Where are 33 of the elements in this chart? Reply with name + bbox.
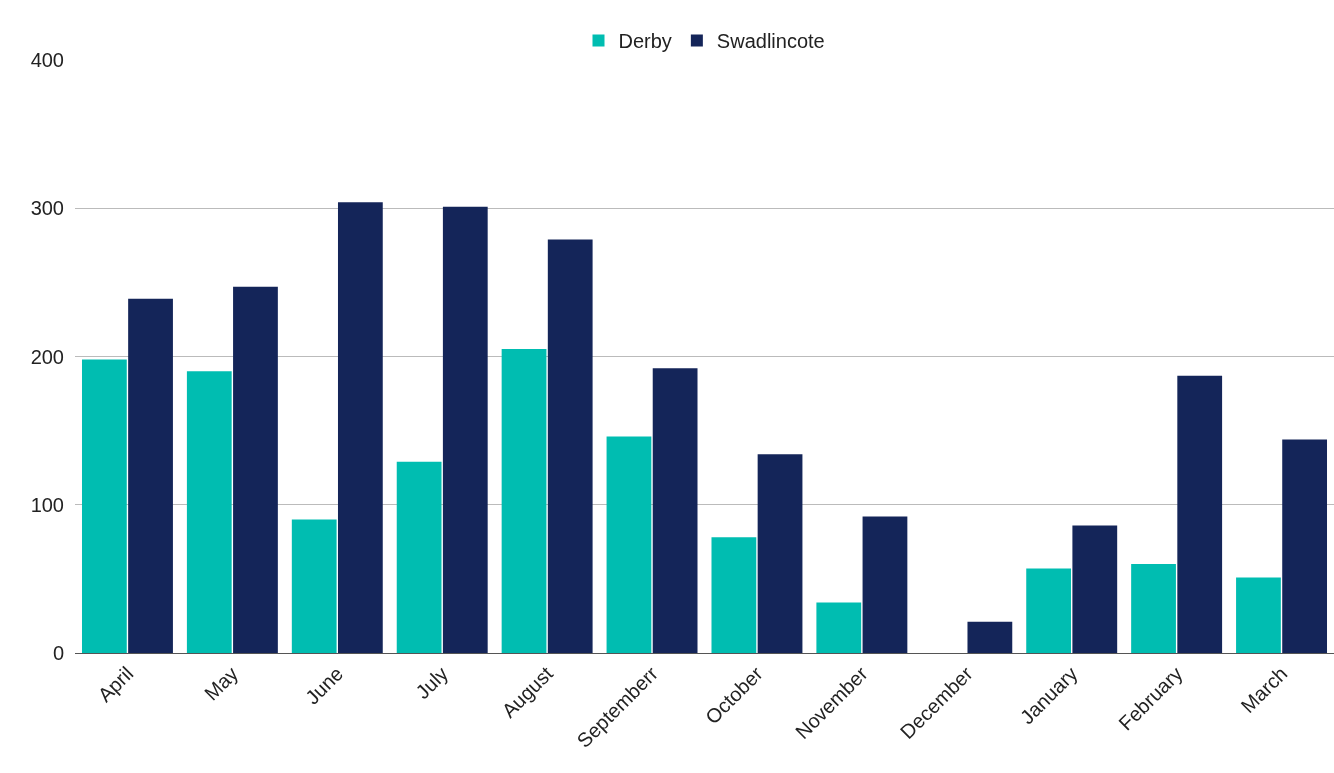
bar <box>128 298 173 653</box>
legend-label: Derby <box>618 30 672 53</box>
bar <box>1236 577 1281 653</box>
y-tick-label: 400 <box>30 49 64 71</box>
bar <box>1131 564 1176 653</box>
bar <box>442 206 488 653</box>
bar <box>606 436 652 653</box>
bar <box>233 286 278 653</box>
bar <box>967 621 1013 653</box>
y-tick-label: 300 <box>30 197 64 220</box>
bar <box>547 239 593 653</box>
bar <box>81 359 127 653</box>
x-tick-label: May <box>200 662 243 705</box>
y-tick-label: 100 <box>30 493 64 516</box>
y-tick-label: 0 <box>52 642 64 664</box>
legend-label: Swadlincote <box>716 30 825 53</box>
bar <box>1072 525 1118 653</box>
bar <box>1282 439 1328 653</box>
bar <box>501 349 547 653</box>
x-tick-label: June <box>300 662 348 709</box>
bar <box>816 602 862 653</box>
bar <box>186 371 232 653</box>
bar <box>711 537 757 653</box>
bar <box>291 519 337 653</box>
bar <box>396 461 442 653</box>
bar <box>757 454 803 653</box>
y-tick-label: 200 <box>30 345 64 368</box>
x-tick-label: July <box>411 662 453 704</box>
bar <box>337 202 383 653</box>
bar <box>1026 568 1072 653</box>
bar <box>652 368 698 653</box>
bar <box>1177 375 1223 653</box>
bar <box>862 516 908 653</box>
